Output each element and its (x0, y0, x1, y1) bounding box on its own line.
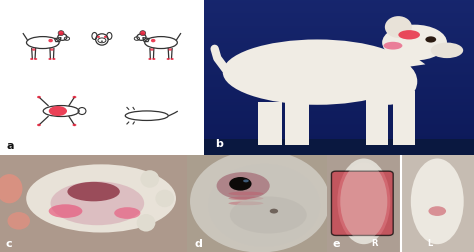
Bar (204, 140, 474, 155)
Ellipse shape (97, 37, 100, 39)
Ellipse shape (217, 172, 270, 200)
Ellipse shape (337, 159, 390, 244)
Text: c: c (6, 238, 12, 248)
Ellipse shape (190, 151, 330, 252)
Ellipse shape (166, 59, 170, 61)
Text: e: e (333, 238, 340, 248)
Ellipse shape (48, 40, 53, 43)
Ellipse shape (0, 174, 22, 204)
Ellipse shape (137, 214, 155, 232)
Ellipse shape (208, 164, 320, 247)
Ellipse shape (140, 32, 146, 37)
Ellipse shape (151, 40, 155, 43)
FancyBboxPatch shape (331, 171, 393, 236)
Ellipse shape (37, 124, 41, 127)
Ellipse shape (428, 206, 446, 216)
Ellipse shape (382, 25, 447, 61)
Ellipse shape (150, 49, 154, 52)
Ellipse shape (52, 59, 55, 61)
Ellipse shape (49, 107, 67, 116)
Ellipse shape (168, 49, 172, 52)
Ellipse shape (49, 204, 82, 218)
Ellipse shape (148, 59, 152, 61)
Ellipse shape (58, 32, 64, 37)
Ellipse shape (51, 182, 144, 225)
Bar (393, 91, 415, 146)
Ellipse shape (104, 37, 107, 39)
Text: a: a (6, 140, 14, 150)
Ellipse shape (383, 43, 402, 50)
Ellipse shape (340, 163, 387, 240)
Bar (258, 102, 282, 146)
Ellipse shape (228, 192, 264, 196)
Ellipse shape (228, 202, 264, 205)
Polygon shape (371, 50, 425, 70)
Ellipse shape (171, 59, 174, 61)
Ellipse shape (243, 180, 249, 183)
Bar (366, 91, 388, 146)
Ellipse shape (425, 37, 436, 43)
Ellipse shape (398, 31, 420, 40)
Ellipse shape (101, 41, 103, 43)
Ellipse shape (155, 190, 174, 207)
Ellipse shape (230, 197, 307, 234)
Ellipse shape (73, 124, 76, 127)
Text: L: L (427, 238, 433, 247)
Ellipse shape (358, 59, 417, 105)
Ellipse shape (411, 159, 464, 244)
Ellipse shape (431, 43, 463, 59)
Ellipse shape (223, 40, 412, 105)
Text: d: d (194, 238, 202, 248)
Ellipse shape (228, 197, 264, 201)
Ellipse shape (270, 209, 278, 214)
Ellipse shape (229, 177, 252, 191)
Ellipse shape (32, 49, 36, 52)
Ellipse shape (73, 97, 76, 99)
Ellipse shape (114, 207, 140, 219)
Ellipse shape (67, 182, 120, 202)
Bar (285, 102, 309, 146)
Ellipse shape (8, 212, 30, 230)
Ellipse shape (140, 171, 159, 188)
Ellipse shape (30, 59, 33, 61)
Ellipse shape (385, 17, 412, 39)
Ellipse shape (50, 49, 54, 52)
Ellipse shape (34, 59, 37, 61)
Ellipse shape (152, 59, 155, 61)
Text: b: b (215, 139, 222, 149)
Ellipse shape (26, 165, 176, 233)
Ellipse shape (37, 97, 41, 99)
Text: R: R (371, 238, 377, 247)
Ellipse shape (48, 59, 52, 61)
